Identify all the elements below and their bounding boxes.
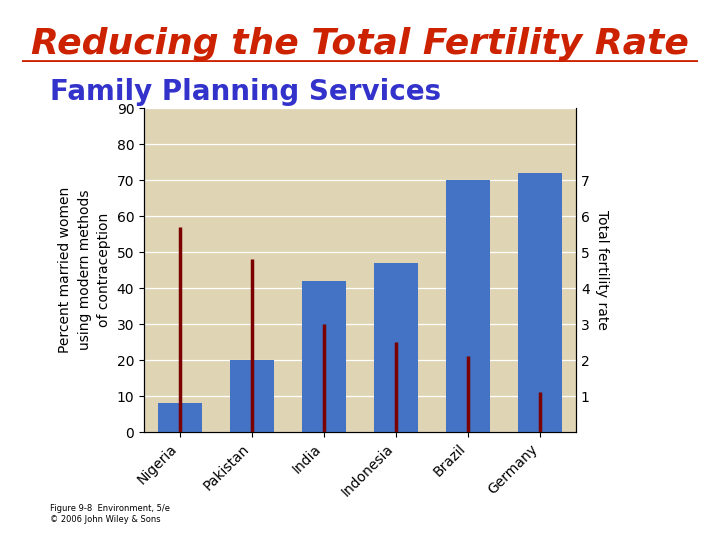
Bar bbox=[302, 281, 346, 432]
Y-axis label: Total fertility rate: Total fertility rate bbox=[595, 210, 609, 330]
Bar bbox=[158, 403, 202, 432]
Text: Figure 9-8  Environment, 5/e
© 2006 John Wiley & Sons: Figure 9-8 Environment, 5/e © 2006 John … bbox=[50, 504, 171, 524]
Bar bbox=[230, 360, 274, 432]
Y-axis label: Percent married women
using modern methods
of contraception: Percent married women using modern metho… bbox=[58, 187, 111, 353]
Text: Family Planning Services: Family Planning Services bbox=[50, 78, 441, 106]
Bar bbox=[518, 173, 562, 432]
Bar bbox=[374, 263, 418, 432]
Bar bbox=[446, 180, 490, 432]
Text: Reducing the Total Fertility Rate: Reducing the Total Fertility Rate bbox=[31, 27, 689, 61]
